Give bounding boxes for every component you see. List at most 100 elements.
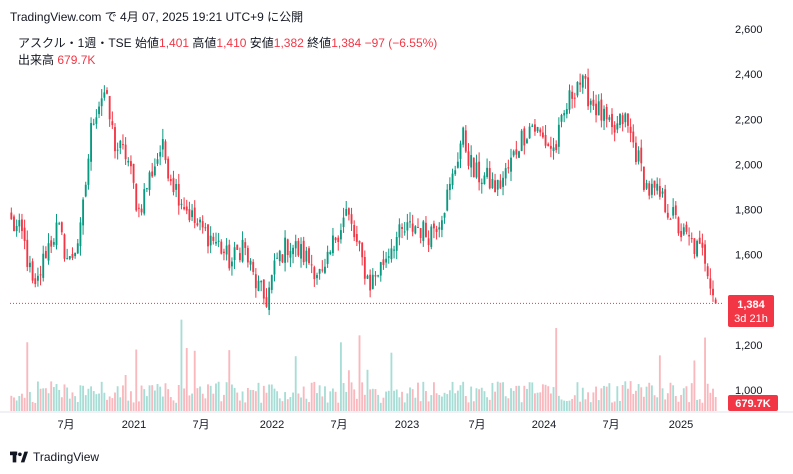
candle-body — [443, 212, 446, 218]
x-tick-label: 2023 — [395, 419, 419, 431]
candle-body — [475, 162, 478, 178]
volume-bar — [398, 397, 401, 411]
candle-body — [510, 157, 512, 172]
candle-body — [217, 240, 220, 242]
candle-body — [23, 227, 26, 242]
candle-body — [472, 157, 475, 177]
volume-bar — [438, 394, 441, 411]
volume-bar — [645, 386, 648, 411]
candle-body — [220, 241, 223, 254]
candle-body — [260, 280, 263, 283]
candle-body — [90, 122, 92, 162]
candle-body — [246, 248, 249, 263]
candle-body — [464, 130, 467, 152]
volume-bar — [137, 401, 140, 411]
price-axis[interactable] — [723, 0, 793, 412]
y-tick-label: 2,600 — [735, 24, 763, 36]
candle-body — [270, 275, 273, 290]
candle-body — [300, 244, 302, 259]
volume-bar — [308, 402, 310, 411]
candle-body — [531, 125, 534, 127]
volume-bar — [696, 399, 698, 411]
candle-body — [629, 126, 632, 133]
candle-body — [58, 223, 61, 225]
volume-label[interactable]: 出来高 — [18, 53, 55, 67]
candle-body — [52, 242, 55, 245]
candle-body — [387, 256, 390, 258]
candle-body — [159, 152, 162, 157]
volume-bar — [581, 387, 584, 411]
volume-bar — [425, 391, 427, 411]
candle-body — [308, 248, 310, 264]
candle-body — [406, 222, 409, 231]
volume-bar — [709, 392, 712, 411]
volume-bar — [472, 401, 475, 411]
volume-bar — [339, 342, 342, 411]
candle-body — [252, 261, 255, 272]
volume-bar — [552, 387, 555, 411]
volume-bar — [132, 402, 135, 411]
volume-bar — [677, 401, 680, 411]
price-tag-value: 1,384 — [737, 299, 765, 311]
candle-body — [82, 199, 85, 226]
candle-body — [571, 91, 574, 99]
x-tick-label: 2025 — [669, 419, 693, 431]
volume-bar — [29, 391, 31, 411]
ohlc-legend: アスクル・1週・TSE 始値1,401 高値1,410 安値1,382 終値1,… — [18, 34, 437, 51]
candle-body — [576, 82, 579, 96]
volume-bar — [318, 385, 321, 411]
volume-bar — [539, 392, 542, 411]
volume-bar — [635, 390, 637, 411]
candle-body — [71, 253, 74, 258]
candle-body — [257, 280, 260, 291]
candle-body — [193, 207, 196, 224]
candle-body — [714, 299, 717, 304]
volume-bar — [430, 395, 433, 411]
candle-body — [536, 127, 539, 132]
volume-bar — [528, 382, 531, 411]
volume-bar — [611, 402, 613, 411]
volume-bar — [619, 400, 621, 411]
candle-body — [611, 113, 613, 128]
candle-body — [316, 274, 318, 279]
symbol-label[interactable]: アスクル・1週・TSE — [18, 36, 132, 50]
volume-bar — [90, 386, 92, 411]
candle-body — [114, 127, 116, 152]
volume-bar — [502, 382, 504, 411]
volume-bar — [124, 375, 127, 411]
candle-body — [568, 90, 571, 110]
candle-body — [225, 245, 228, 255]
time-axis[interactable] — [0, 412, 793, 438]
candle-body — [68, 256, 71, 259]
candle-body — [164, 141, 167, 161]
volume-bar — [145, 396, 148, 411]
candle-body — [29, 262, 31, 268]
candle-body — [10, 212, 13, 220]
tradingview-brand[interactable]: TradingView — [10, 450, 99, 464]
volume-bar — [58, 390, 61, 411]
volume-bar — [334, 391, 337, 411]
volume-bar — [260, 402, 263, 411]
candle-body — [379, 262, 382, 276]
volume-bar — [470, 386, 473, 411]
volume-bar — [169, 397, 172, 411]
volume-bar — [337, 402, 340, 411]
volume-bar — [499, 382, 502, 411]
candle-body — [427, 238, 430, 246]
candle-body — [236, 244, 239, 250]
candle-body — [103, 92, 106, 98]
candle-body — [608, 117, 611, 120]
candle-body — [494, 180, 496, 193]
y-axis-ticks: 2,600 2,400 2,200 2,000 1,800 1,600 1,200 1,000 — [735, 24, 763, 397]
volume-bar — [560, 399, 563, 411]
volume-bar — [180, 319, 183, 411]
volume-bar — [374, 389, 377, 411]
volume-bar — [358, 335, 361, 411]
volume-bar — [310, 382, 313, 411]
candle-body — [595, 103, 597, 116]
volume-bar — [193, 350, 196, 411]
volume-bar — [459, 385, 462, 411]
volume-bar — [605, 386, 608, 411]
candle-body — [648, 183, 651, 196]
